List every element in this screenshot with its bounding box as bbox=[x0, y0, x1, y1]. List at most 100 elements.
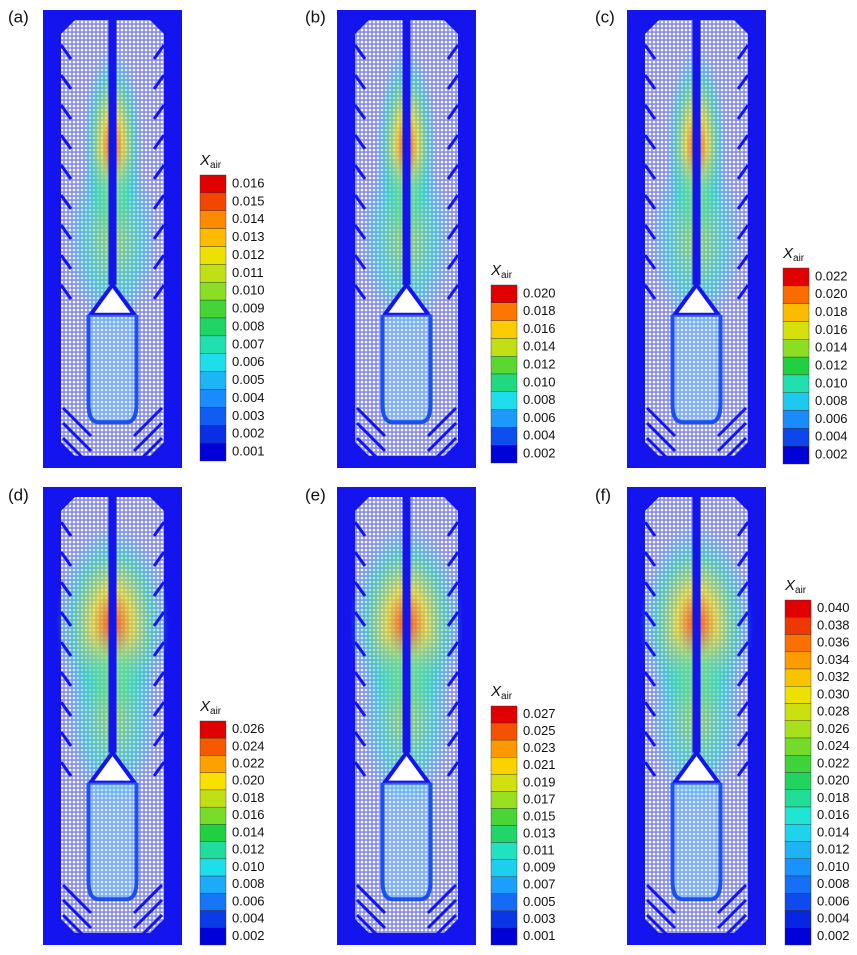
colorbar-tick-label: 0.020 bbox=[232, 773, 265, 788]
outlet-box bbox=[670, 314, 723, 425]
colorbar-segment bbox=[784, 755, 812, 773]
colorbar-title: Xair bbox=[782, 245, 805, 264]
tread bbox=[736, 224, 750, 240]
colorbar-segment bbox=[199, 875, 227, 894]
colorbar-tick-label: 0.006 bbox=[523, 410, 556, 425]
colorbar-tick-label: 0.009 bbox=[523, 860, 556, 875]
tread bbox=[353, 44, 367, 60]
tread bbox=[353, 701, 367, 717]
tread bbox=[643, 74, 657, 90]
colorbar-tick-label: 0.015 bbox=[523, 808, 556, 823]
colorbar-tick-label: 0.018 bbox=[817, 790, 850, 805]
tread bbox=[643, 731, 657, 747]
panel: (a) Xair 0.016 0.015 0.014 0.013 0.012 0.011 0.0… bbox=[8, 7, 265, 468]
colorbar-segment bbox=[199, 824, 227, 842]
panel: (f) Xair 0.040 0.038 0.036 0.034 0.032 0.030 0.0… bbox=[595, 485, 850, 946]
tread bbox=[716, 913, 748, 945]
colorbar-tick-label: 0.040 bbox=[817, 600, 850, 615]
tread bbox=[643, 581, 657, 597]
tread bbox=[59, 224, 73, 240]
colorbar-tick-label: 0.014 bbox=[232, 824, 265, 839]
colorbar-segment bbox=[199, 789, 227, 808]
colorbar-tick-label: 0.014 bbox=[523, 339, 556, 354]
tread bbox=[353, 164, 367, 180]
tread bbox=[736, 701, 750, 717]
colorbar-tick-label: 0.036 bbox=[817, 635, 850, 650]
tread bbox=[446, 194, 460, 210]
colorbar-tick-label: 0.032 bbox=[817, 669, 850, 684]
tread bbox=[132, 406, 164, 438]
tread bbox=[446, 761, 460, 777]
tread bbox=[152, 134, 166, 150]
colorbar-segment bbox=[784, 634, 812, 652]
colorbar-tick-label: 0.004 bbox=[523, 428, 556, 443]
channel bbox=[692, 491, 701, 753]
colorbar-segment bbox=[784, 910, 812, 928]
tread bbox=[446, 74, 460, 90]
colorbar-segment bbox=[199, 282, 227, 301]
colorbar-segment bbox=[199, 720, 227, 739]
deflector bbox=[670, 281, 723, 317]
colorbar-segment bbox=[199, 353, 227, 372]
colorbar-title: Xair bbox=[784, 577, 807, 596]
colorbar-tick-label: 0.022 bbox=[817, 755, 850, 770]
colorbar-segment bbox=[782, 410, 810, 429]
colorbar-segment bbox=[490, 825, 518, 843]
colorbar-tick-label: 0.014 bbox=[817, 824, 850, 839]
colorbar-tick-label: 0.004 bbox=[817, 911, 850, 926]
tread bbox=[353, 521, 367, 537]
colorbar-segment bbox=[490, 320, 518, 339]
colorbar-tick-label: 0.004 bbox=[815, 429, 848, 444]
tread bbox=[132, 883, 164, 915]
tread bbox=[446, 134, 460, 150]
colorbar-segment bbox=[199, 772, 227, 791]
tread bbox=[59, 134, 73, 150]
channel bbox=[108, 491, 117, 753]
colorbar-segment bbox=[199, 927, 227, 946]
tread bbox=[353, 731, 367, 747]
deflector bbox=[86, 281, 139, 317]
colorbar-segment bbox=[199, 210, 227, 229]
colorbar-tick-label: 0.016 bbox=[232, 807, 265, 822]
tread bbox=[61, 436, 93, 468]
colorbar-segment bbox=[784, 668, 812, 687]
colorbar-tick-label: 0.002 bbox=[232, 928, 265, 943]
colorbar-segment bbox=[490, 391, 518, 410]
colorbar-segment bbox=[199, 371, 227, 390]
tread bbox=[643, 104, 657, 120]
tread bbox=[736, 164, 750, 180]
tread bbox=[353, 194, 367, 210]
outlet-box bbox=[380, 782, 433, 902]
tread bbox=[59, 254, 73, 270]
colorbar-symbol: X bbox=[784, 577, 796, 594]
tread bbox=[152, 581, 166, 597]
tread bbox=[59, 671, 73, 687]
tread bbox=[645, 436, 677, 468]
tread bbox=[353, 611, 367, 627]
colorbar-tick-label: 0.014 bbox=[232, 211, 265, 226]
tread bbox=[132, 436, 164, 468]
tread bbox=[152, 164, 166, 180]
tread bbox=[59, 284, 73, 300]
tread bbox=[59, 731, 73, 747]
colorbar-title: Xair bbox=[199, 152, 222, 171]
colorbar-segment bbox=[490, 705, 518, 724]
tread bbox=[736, 134, 750, 150]
tread bbox=[61, 913, 93, 945]
tread bbox=[643, 521, 657, 537]
tread bbox=[446, 641, 460, 657]
tread bbox=[353, 254, 367, 270]
tread bbox=[643, 44, 657, 60]
tread bbox=[59, 761, 73, 777]
colorbar-segment bbox=[199, 174, 227, 194]
tread bbox=[353, 74, 367, 90]
colorbar-tick-label: 0.012 bbox=[815, 357, 848, 372]
colorbar-segment bbox=[782, 303, 810, 322]
colorbar-segment bbox=[782, 321, 810, 340]
colorbar-segment bbox=[490, 338, 518, 357]
colorbar-segment bbox=[199, 317, 227, 337]
tread bbox=[355, 913, 387, 945]
tread bbox=[132, 913, 164, 945]
colorbar-segment bbox=[784, 720, 812, 739]
colorbar-tick-label: 0.017 bbox=[523, 791, 556, 806]
